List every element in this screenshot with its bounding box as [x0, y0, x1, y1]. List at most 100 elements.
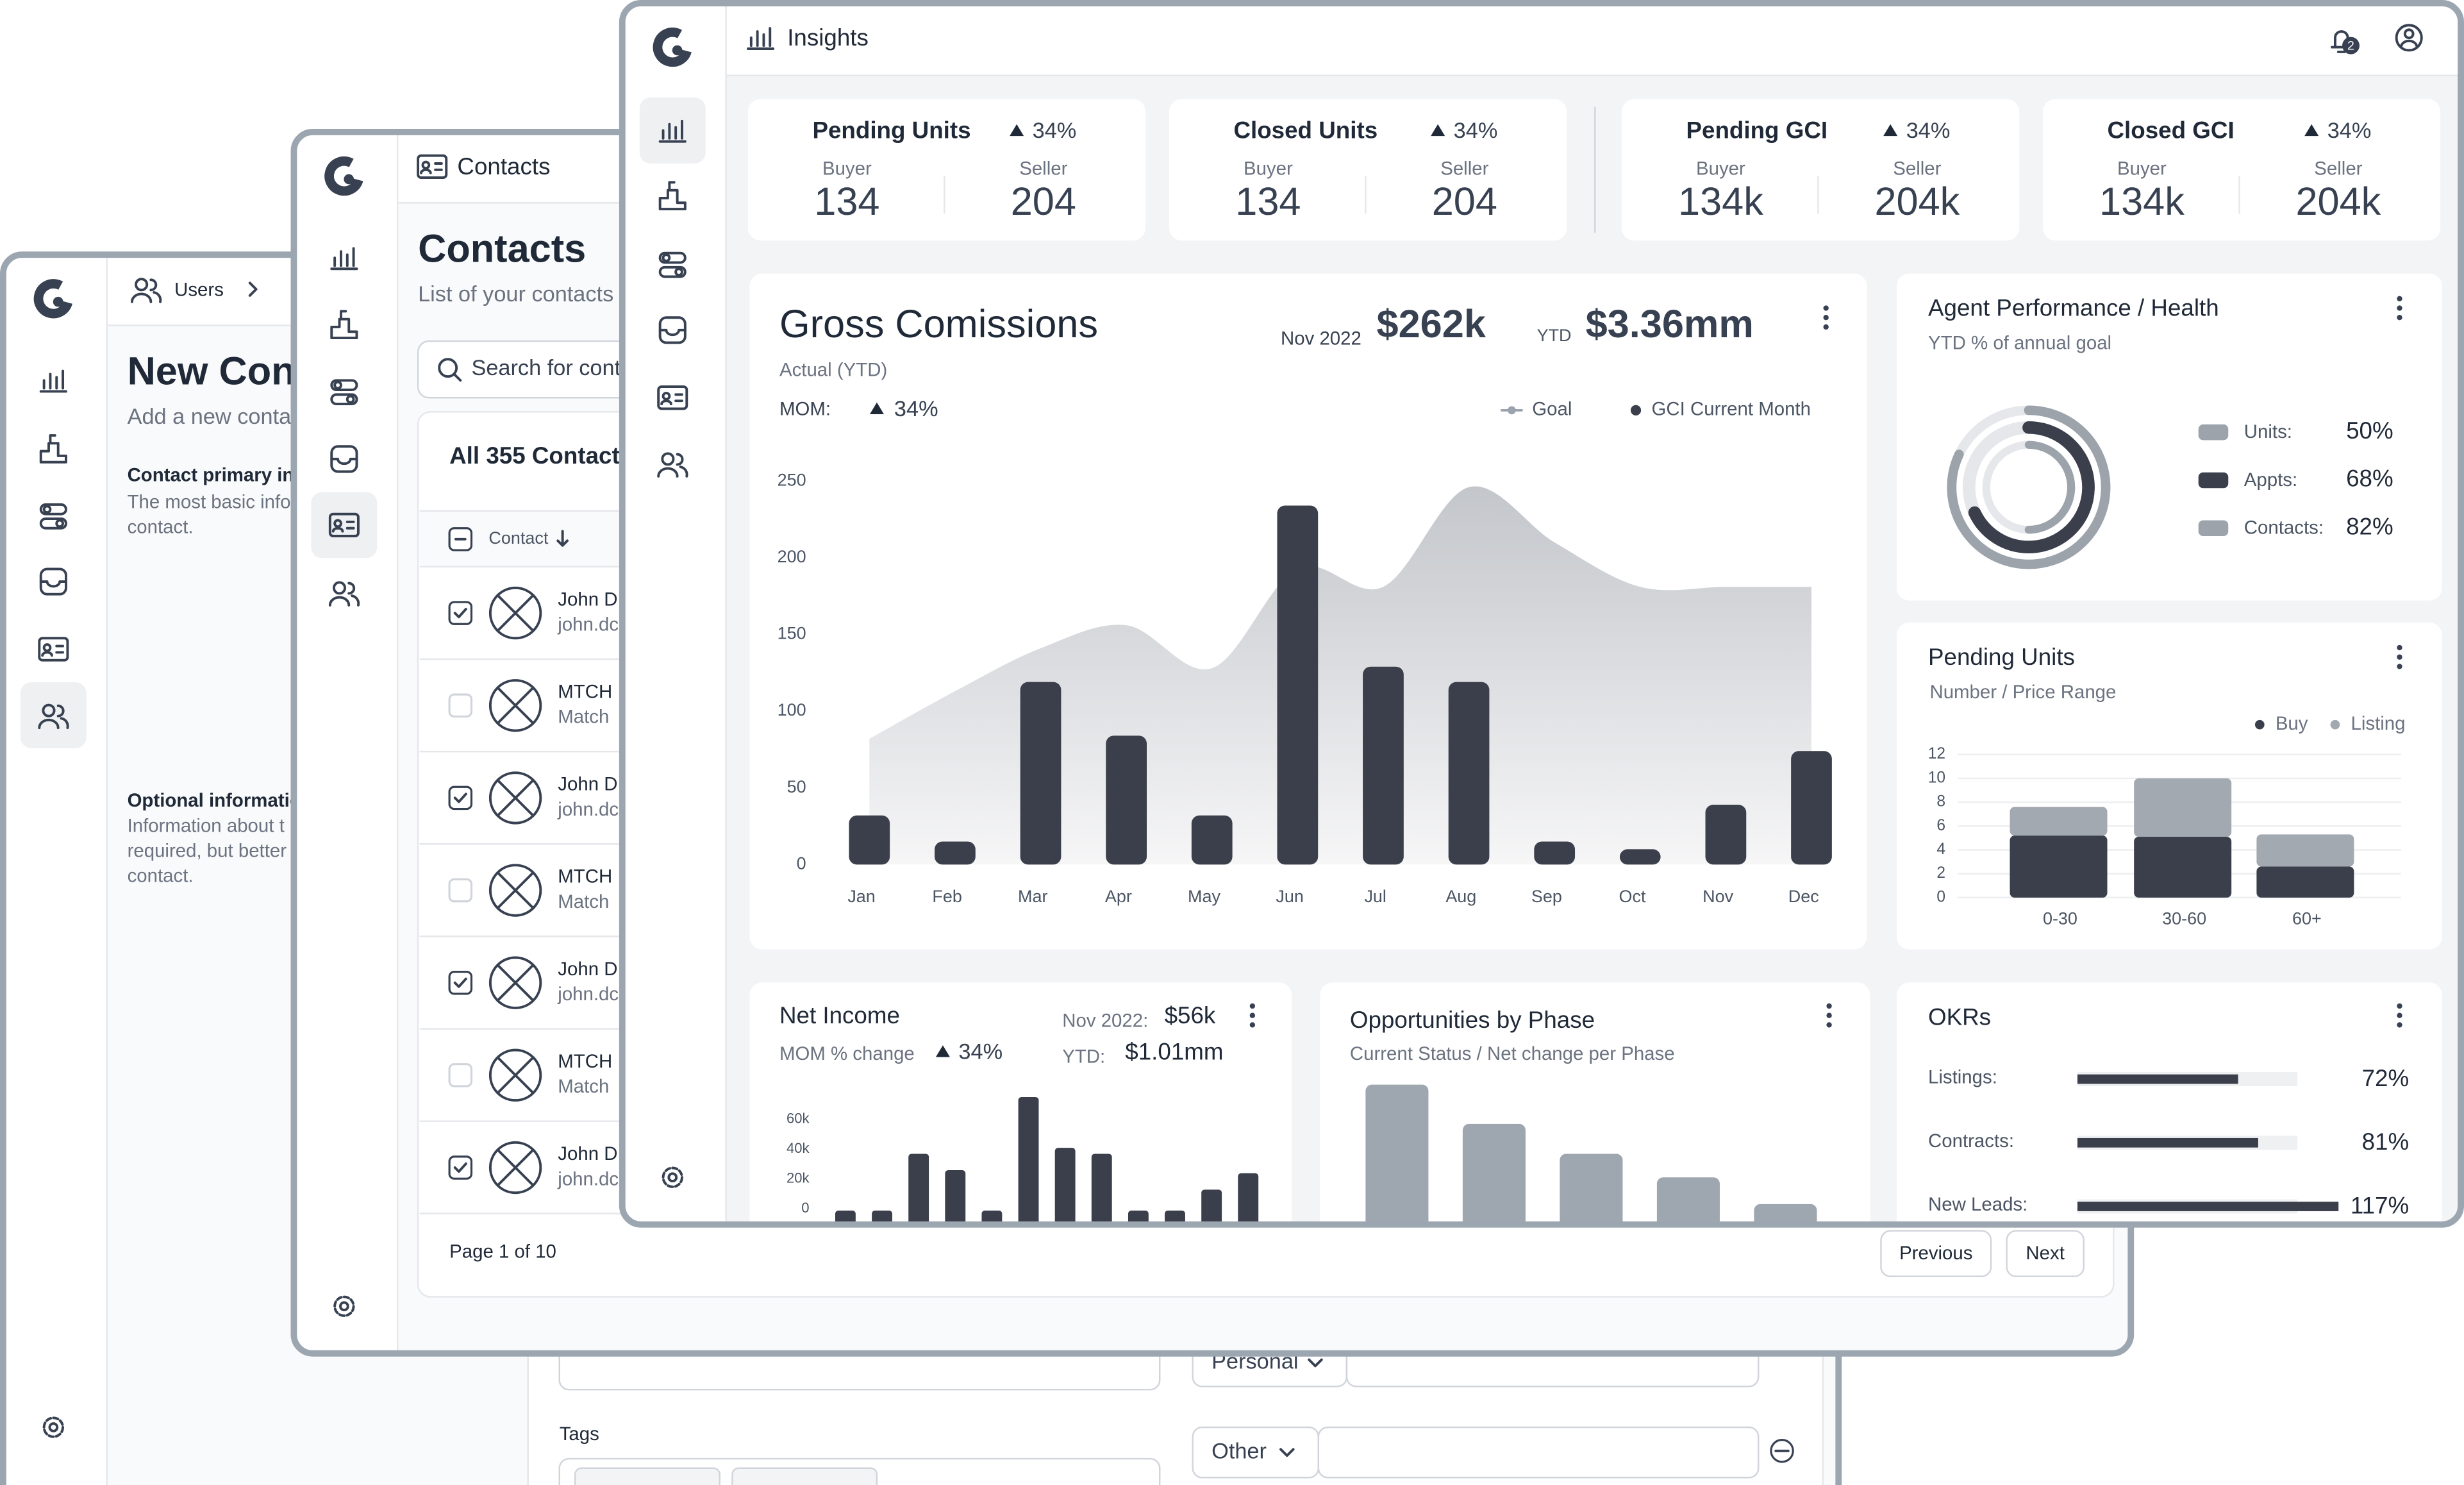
bar — [1363, 666, 1404, 865]
user-menu[interactable] — [2395, 24, 2423, 52]
kpi-card — [2042, 99, 2441, 241]
kpi-sub-label: Buyer — [822, 158, 872, 180]
progress-bar — [2077, 1137, 2258, 1148]
icon — [330, 457, 358, 466]
page-subtitle: Add a new conta — [128, 405, 292, 429]
nav-item[interactable] — [39, 369, 67, 393]
goal-area — [869, 486, 1812, 865]
text-input[interactable] — [1317, 1426, 1760, 1479]
nav-item[interactable] — [746, 27, 775, 50]
row-checkbox[interactable] — [448, 878, 473, 903]
row-checkbox[interactable] — [448, 601, 473, 625]
row-checkbox[interactable] — [448, 693, 473, 718]
nav-item[interactable] — [130, 278, 162, 303]
x-tick-label: Mar — [1018, 887, 1047, 906]
chart-card — [1320, 982, 1870, 1225]
nav-item[interactable] — [330, 247, 358, 271]
x-tick-label: Sep — [1531, 887, 1562, 906]
bar — [1020, 682, 1061, 865]
remove-button[interactable] — [1770, 1439, 1794, 1463]
nav-item[interactable] — [311, 492, 378, 558]
next-label[interactable]: Next — [2026, 1243, 2064, 1264]
icon — [328, 582, 360, 607]
check — [453, 1162, 467, 1173]
page-subtitle: List of your contacts — [418, 282, 613, 306]
ytd-label: YTD — [1537, 326, 1572, 345]
bar-segment — [2256, 866, 2354, 898]
x-tick-label: Jan — [847, 887, 875, 906]
bar — [849, 815, 890, 865]
nav-item[interactable] — [38, 637, 69, 662]
previous-label[interactable]: Previous — [1899, 1243, 1972, 1264]
avatar-cross — [497, 594, 535, 632]
row-checkbox[interactable] — [448, 1155, 473, 1180]
logo-dot — [344, 174, 354, 185]
icon — [330, 310, 358, 340]
period-value: $262k — [1377, 302, 1486, 346]
icon — [661, 452, 675, 466]
nav-item[interactable] — [639, 97, 706, 164]
nav-item[interactable] — [20, 682, 87, 748]
bar — [1018, 1096, 1039, 1225]
nav-item[interactable] — [658, 251, 687, 278]
section-text: The most basic info — [128, 491, 291, 512]
kpi-sub-label: Buyer — [1696, 158, 1745, 180]
nav-item[interactable] — [330, 445, 358, 473]
dot — [2397, 644, 2402, 651]
x-tick-label: 60+ — [2292, 909, 2322, 928]
section-text: contact. — [128, 866, 194, 887]
more-menu[interactable] — [1249, 1003, 1256, 1028]
contact-detail: john.dc — [557, 799, 619, 820]
dot — [2397, 1012, 2402, 1018]
bar — [1448, 682, 1490, 865]
more-menu[interactable] — [1826, 1003, 1832, 1028]
icon — [333, 1295, 355, 1317]
bar — [1365, 1084, 1429, 1225]
legend-label: Goal — [1532, 399, 1572, 420]
section-title: Contact primary in — [128, 465, 294, 486]
nav-item[interactable] — [328, 581, 360, 607]
nav-item[interactable] — [333, 1295, 355, 1317]
nav-item[interactable] — [417, 154, 448, 180]
icon — [39, 580, 67, 588]
row-checkbox[interactable] — [448, 1063, 473, 1087]
nav-item[interactable] — [39, 503, 67, 530]
row-checkbox[interactable] — [448, 785, 473, 810]
section-text: Information about t — [128, 815, 285, 836]
x-tick-label: Oct — [1619, 887, 1646, 906]
sidebar — [3, 255, 107, 1485]
nav-item[interactable] — [658, 316, 687, 344]
nav-item[interactable] — [42, 1416, 65, 1438]
icon — [421, 160, 431, 170]
dot — [1826, 1012, 1832, 1018]
icon — [657, 385, 688, 410]
logo-dot — [53, 296, 63, 307]
previous-button[interactable] — [1880, 1230, 1992, 1277]
column-header[interactable]: Contact — [488, 528, 548, 548]
more-menu[interactable] — [2397, 644, 2402, 669]
ring — [1962, 421, 2095, 553]
more-menu[interactable] — [2397, 1003, 2402, 1028]
y-tick-label: 50 — [787, 777, 806, 796]
next-button[interactable] — [2006, 1230, 2085, 1277]
okr-value: 72% — [2362, 1065, 2410, 1091]
nav-item[interactable] — [39, 567, 67, 596]
row-checkbox[interactable] — [448, 970, 473, 995]
icon — [658, 119, 687, 143]
okr-label: Contracts: — [1928, 1130, 2014, 1152]
nav-item[interactable] — [658, 181, 687, 211]
nav-item[interactable] — [39, 434, 67, 464]
nav-item[interactable] — [330, 310, 358, 340]
icon — [658, 328, 687, 337]
nav-item[interactable] — [330, 379, 358, 406]
nav-item[interactable] — [657, 452, 688, 478]
more-menu[interactable] — [1823, 305, 1829, 330]
nav-item[interactable] — [657, 385, 688, 410]
nav-item[interactable] — [662, 1166, 683, 1188]
chart-title: Agent Performance / Health — [1928, 295, 2219, 321]
icon — [330, 393, 358, 406]
bar — [1462, 1123, 1526, 1225]
bar — [1560, 1154, 1623, 1225]
more-menu[interactable] — [2397, 296, 2402, 321]
